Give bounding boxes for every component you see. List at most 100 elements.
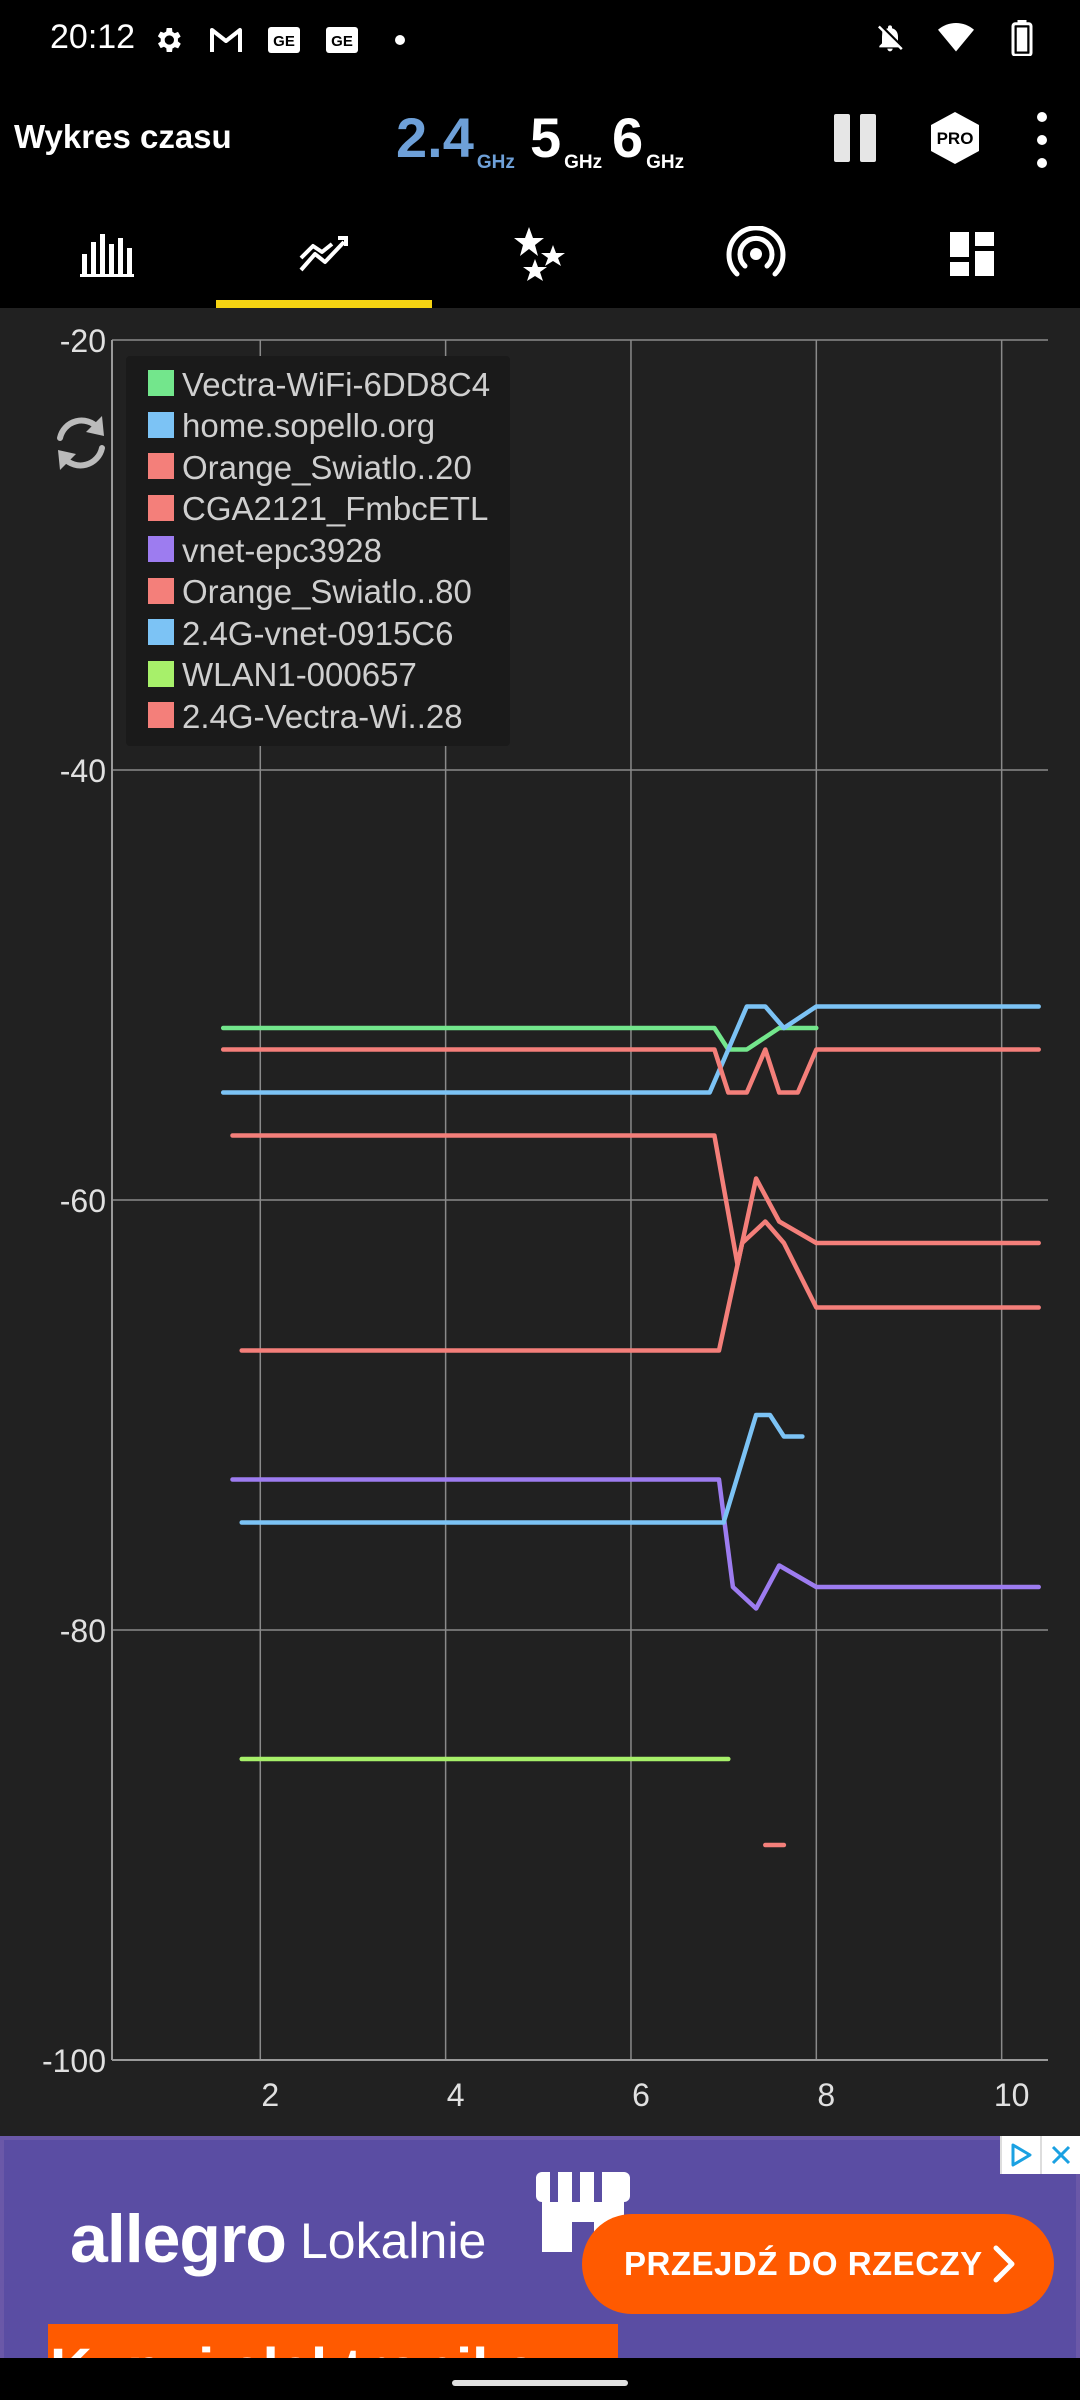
- legend-swatch: [148, 411, 174, 438]
- signal-strength-chart: -20 -40 -60 -80 -100 2 4 6 8 10: [42, 323, 1048, 2113]
- pause-icon: [860, 114, 876, 162]
- more-dot-icon: [1037, 158, 1047, 168]
- legend-label: Vectra-WiFi-6DD8C4: [182, 365, 491, 403]
- series-line: [230, 1133, 1041, 1267]
- legend-item: vnet-epc3928: [132, 530, 504, 572]
- legend-label: Orange_Swiatlo..20: [182, 448, 472, 486]
- x-tick-label: 10: [994, 2077, 1030, 2113]
- status-bar: 20:12 GE GE: [0, 0, 1080, 80]
- svg-text:GE: GE: [273, 33, 295, 50]
- tab-dashboard[interactable]: [864, 200, 1080, 308]
- ge-app-icon: GE: [266, 22, 302, 58]
- navigation-bar: [0, 2358, 1080, 2400]
- legend-item: WLAN1-000657: [132, 655, 504, 697]
- ad-choices-icon[interactable]: [1000, 2136, 1040, 2174]
- y-tick-label: -40: [60, 753, 106, 789]
- band-number: 2.4: [396, 106, 474, 169]
- x-tick-label: 6: [632, 2077, 650, 2113]
- ad-cta-button[interactable]: PRZEJDŹ DO RZECZY: [582, 2214, 1054, 2314]
- y-tick-label: -80: [60, 1613, 106, 1649]
- ad-badges: [1000, 2136, 1080, 2174]
- pro-label: PRO: [937, 129, 974, 148]
- legend-item: Orange_Swiatlo..80: [132, 572, 504, 614]
- chevron-right-icon: [993, 2245, 1015, 2283]
- band-5ghz-toggle[interactable]: 5 GHz: [530, 106, 602, 174]
- band-6ghz-toggle[interactable]: 6 GHz: [612, 106, 684, 174]
- page-title: Wykres czasu: [14, 118, 232, 155]
- gmail-icon: [208, 22, 244, 58]
- legend-swatch: [148, 660, 174, 687]
- tab-channel-rating[interactable]: [432, 200, 648, 308]
- legend-swatch: [148, 453, 174, 479]
- svg-text:GE: GE: [331, 33, 353, 50]
- x-tick-label: 2: [261, 2077, 279, 2113]
- series-line: [239, 1412, 805, 1525]
- more-options-button[interactable]: [1030, 112, 1054, 168]
- status-time: 20:12: [50, 18, 136, 56]
- legend-swatch: [148, 536, 174, 562]
- tab-time-graph[interactable]: [216, 200, 432, 308]
- ad-banner[interactable]: allegro Lokalnie PRZEJDŹ DO RZECZY Kupuj…: [0, 2136, 1080, 2358]
- legend-item: CGA2121_FmbcETL: [132, 489, 504, 531]
- ad-brand-logo: allegro: [70, 2201, 287, 2277]
- ad-cta-label: PRZEJDŹ DO RZECZY: [624, 2245, 983, 2282]
- band-unit: GHz: [564, 152, 603, 173]
- series-line: [220, 1047, 1041, 1095]
- legend-swatch: [148, 370, 174, 396]
- ad-promo-text: Kupuj elektronikę: [50, 2336, 537, 2358]
- ge-app-icon: GE: [324, 22, 360, 58]
- app-bar: Wykres czasu 2.4 GHz 5 GHz 6 GHz PRO: [0, 80, 1080, 200]
- band-2-4ghz-toggle[interactable]: 2.4 GHz: [396, 106, 515, 174]
- gear-icon: [150, 22, 186, 58]
- battery-icon: [1004, 20, 1040, 56]
- home-gesture-handle[interactable]: [452, 2380, 628, 2386]
- legend-swatch: [148, 702, 174, 728]
- band-number: 6: [612, 106, 644, 169]
- legend-swatch: [148, 619, 174, 645]
- y-tick-label: -100: [42, 2043, 106, 2079]
- tab-channel-graph[interactable]: [0, 200, 216, 308]
- dot-icon: [382, 22, 418, 58]
- pro-button[interactable]: PRO: [928, 110, 982, 166]
- close-icon[interactable]: [1040, 2136, 1080, 2174]
- legend-item: 2.4G-Vectra-Wi..28: [132, 696, 504, 738]
- legend-label: Orange_Swiatlo..80: [182, 573, 472, 611]
- series-line: [220, 1004, 1041, 1095]
- series-line: [239, 1219, 1041, 1353]
- dashboard-icon: [950, 232, 994, 276]
- legend-label: 2.4G-vnet-0915C6: [182, 614, 454, 652]
- more-dot-icon: [1037, 112, 1047, 122]
- refresh-icon[interactable]: [46, 408, 116, 478]
- pause-button[interactable]: [832, 114, 880, 162]
- legend-item: 2.4G-vnet-0915C6: [132, 613, 504, 655]
- ad-brand-sub: Lokalnie: [300, 2213, 487, 2269]
- status-system-icons: [872, 20, 1040, 56]
- legend-swatch: [148, 494, 174, 521]
- legend-item: Orange_Swiatlo..20: [132, 447, 504, 489]
- access-points-icon: [726, 226, 786, 277]
- time-graph-chart: -20 -40 -60 -80 -100 2 4 6 8 10 Vectra-WiFi-6DD8C…: [0, 308, 1080, 2136]
- x-tick-label: 4: [447, 2077, 465, 2113]
- legend-label: CGA2121_FmbcETL: [182, 490, 489, 528]
- band-unit: GHz: [646, 152, 685, 173]
- series-line: [230, 1477, 1041, 1611]
- chart-legend: Vectra-WiFi-6DD8C4 home.sopello.org Orange…: [126, 356, 510, 746]
- legend-label: vnet-epc3928: [182, 531, 382, 569]
- tab-bar: [0, 200, 1080, 308]
- channel-rating-icon: [514, 227, 565, 281]
- legend-swatch: [148, 577, 174, 604]
- ad-content[interactable]: allegro Lokalnie PRZEJDŹ DO RZECZY Kupuj…: [4, 2140, 1076, 2358]
- band-number: 5: [530, 106, 562, 169]
- legend-item: home.sopello.org: [132, 406, 504, 448]
- status-notification-icons: GE GE: [150, 22, 418, 58]
- x-tick-label: 8: [817, 2077, 835, 2113]
- tab-access-points[interactable]: [648, 200, 864, 308]
- legend-label: WLAN1-000657: [182, 656, 417, 694]
- legend-label: home.sopello.org: [182, 407, 436, 445]
- y-tick-label: -60: [60, 1183, 106, 1219]
- pause-icon: [834, 114, 850, 162]
- channel-graph-icon: [80, 234, 134, 277]
- legend-item: Vectra-WiFi-6DD8C4: [132, 364, 504, 406]
- legend-label: 2.4G-Vectra-Wi..28: [182, 697, 463, 735]
- y-tick-label: -20: [60, 323, 106, 359]
